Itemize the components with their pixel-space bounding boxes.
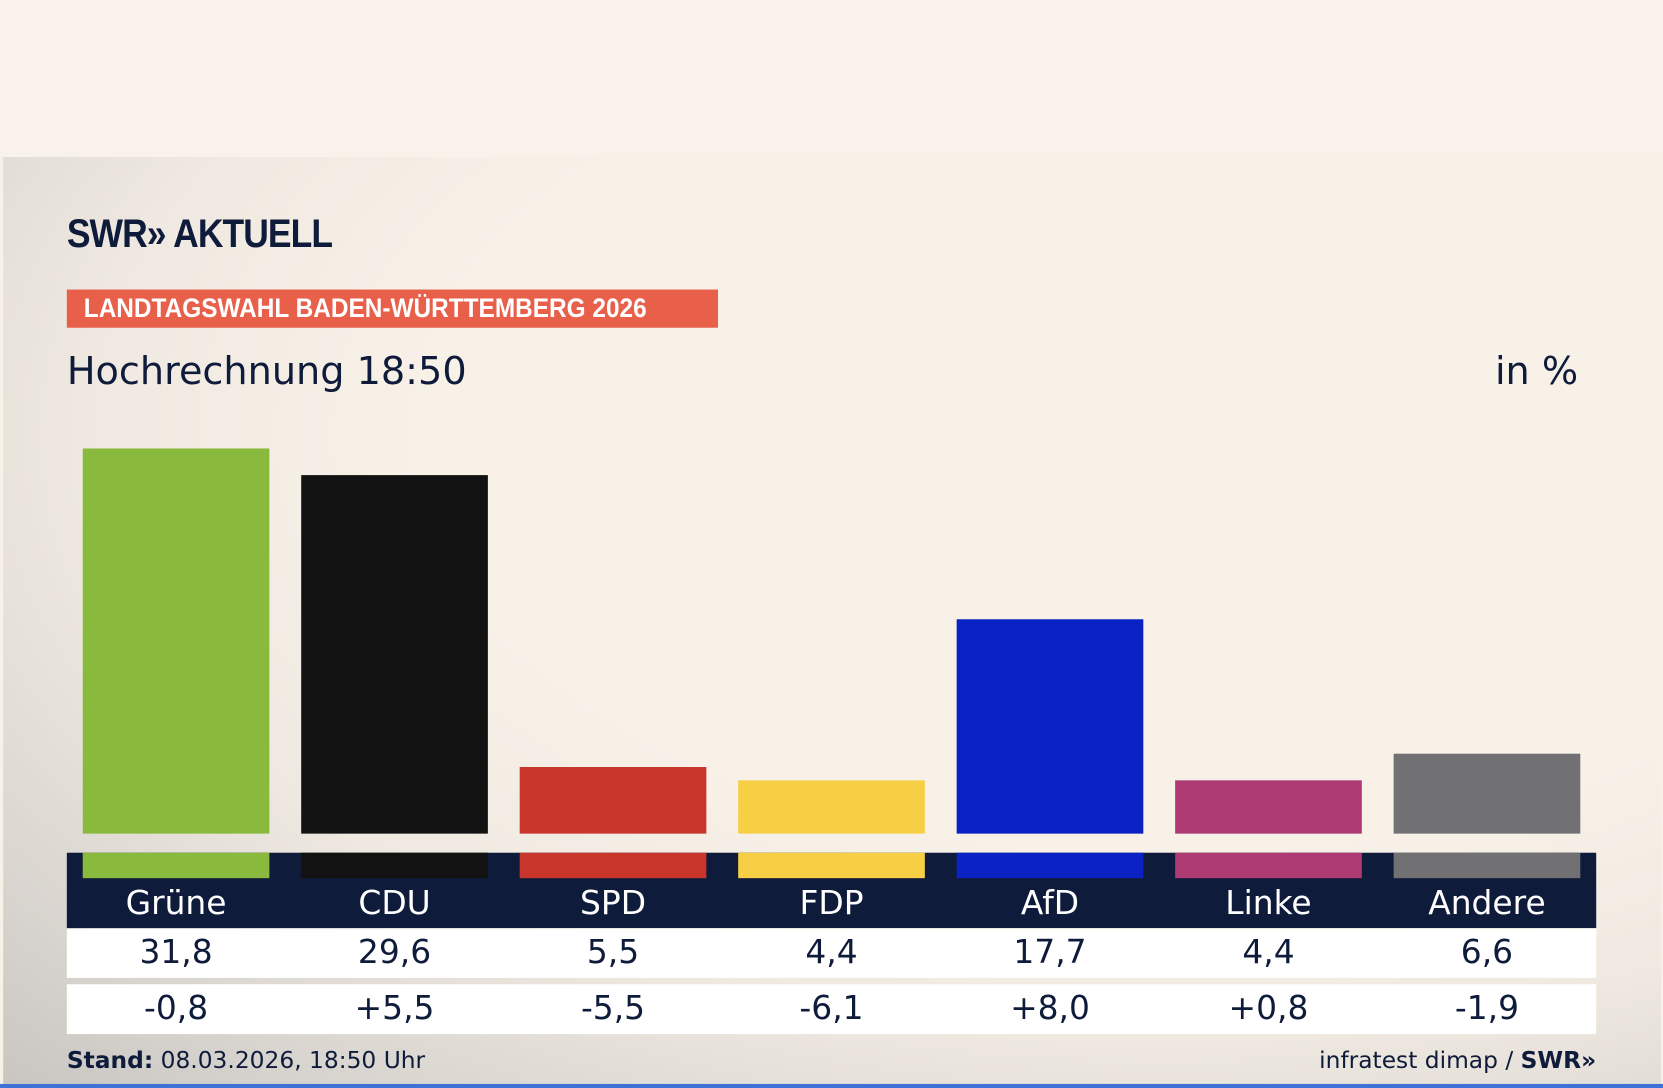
chart-subtitle: Hochrechnung 18:50 <box>66 349 467 394</box>
value-label: 5,5 <box>586 933 640 972</box>
party-label: Linke <box>1225 884 1312 923</box>
party-label: AfD <box>1020 884 1080 923</box>
bar-linke <box>1175 780 1362 834</box>
change-row: -0,8 +5,5 -5,5 -6,1 +8,0 +0,8 -1,9 <box>66 984 1597 1035</box>
value-label: 6,6 <box>1460 933 1514 972</box>
source-text: infratest dimap / <box>1319 1047 1514 1075</box>
party-header-row: Grüne CDU SPD FDP AfD Linke Andere <box>66 852 1597 929</box>
stand-value: 08.03.2026, 18:50 Uhr <box>160 1047 426 1075</box>
party-label: SPD <box>580 884 647 923</box>
election-banner: LANDTAGSWAHL BADEN-WÜRTTEMBERG 2026 <box>66 289 719 328</box>
stand-timestamp: Stand: 08.03.2026, 18:50 Uhr <box>67 1048 425 1075</box>
color-strip <box>956 852 1144 879</box>
stand-label: Stand: <box>66 1047 154 1075</box>
bottom-border <box>0 1083 1663 1088</box>
change-label: +8,0 <box>1010 989 1090 1028</box>
color-strip <box>301 852 488 879</box>
change-label: -1,9 <box>1454 989 1520 1028</box>
top-band <box>0 0 1663 157</box>
color-strip <box>738 852 925 879</box>
change-label: -5,5 <box>580 989 646 1028</box>
change-label: +5,5 <box>354 989 435 1028</box>
bar-grüne <box>82 448 270 834</box>
bar-fdp <box>738 780 925 834</box>
bar-andere <box>1393 753 1581 834</box>
banner-text: LANDTAGSWAHL BADEN-WÜRTTEMBERG 2026 <box>83 293 647 324</box>
party-label: Andere <box>1428 884 1546 923</box>
source-credit: infratest dimap / SWR» <box>1319 1048 1596 1075</box>
bar-afd <box>956 619 1144 834</box>
color-strip <box>519 852 707 879</box>
change-label: -0,8 <box>143 989 209 1028</box>
value-label: 4,4 <box>805 933 858 972</box>
swr-footer-logo: SWR» <box>1520 1047 1597 1075</box>
party-label: FDP <box>799 884 864 923</box>
color-strip <box>1393 852 1581 879</box>
value-label: 31,8 <box>139 933 213 972</box>
value-label: 17,7 <box>1013 933 1087 972</box>
change-label: -6,1 <box>799 989 864 1028</box>
color-strip <box>1175 852 1362 879</box>
value-label: 4,4 <box>1242 933 1295 972</box>
party-label: CDU <box>358 884 431 923</box>
change-label: +0,8 <box>1228 989 1309 1028</box>
bar-cdu <box>301 475 488 834</box>
party-label: Grüne <box>125 884 227 923</box>
value-label: 29,6 <box>357 933 432 972</box>
unit-label: in % <box>1494 349 1579 394</box>
result-row: 31,8 29,6 5,5 4,4 17,7 4,4 6,6 <box>66 929 1597 978</box>
swr-aktuell-logo: SWR» AKTUELL <box>66 212 333 257</box>
bar-spd <box>519 767 707 834</box>
color-strip <box>82 852 270 879</box>
